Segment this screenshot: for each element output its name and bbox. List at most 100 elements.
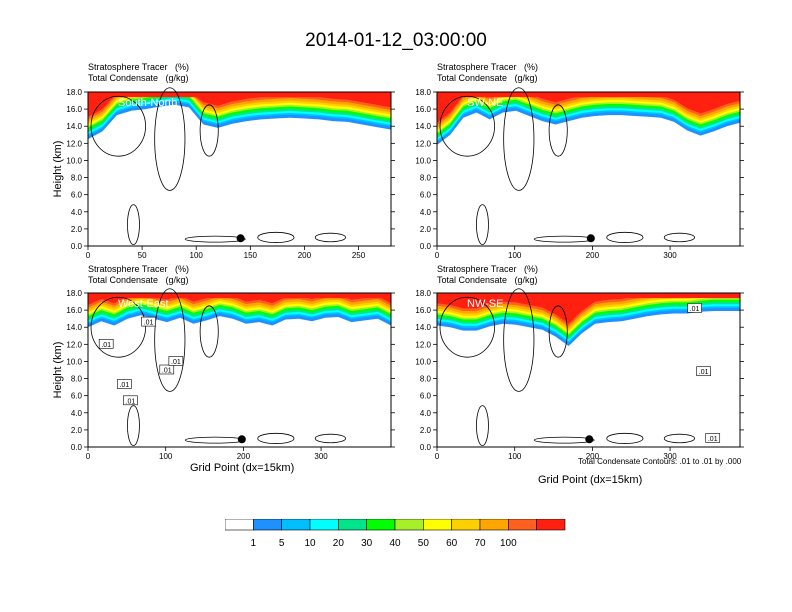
contour-2 (199, 305, 219, 358)
y-tick-label: 14.0 (66, 122, 82, 131)
x-tick-label: 100 (508, 251, 522, 260)
plot-area: .01 .01 .01 (437, 288, 740, 447)
panel1-header: Stratosphere Tracer (%) Total Condensate… (88, 62, 189, 84)
y-tick-label: 12.0 (415, 340, 431, 349)
plot-frame (87, 292, 392, 448)
y-tick-label: 4.0 (420, 409, 432, 418)
x-tick-label: 0 (86, 251, 91, 260)
x-axis: 0 100 200 300 (435, 447, 677, 461)
tracer-top-band (437, 293, 740, 299)
panel-label: SW-NE (467, 97, 503, 109)
panel2-header: Stratosphere Tracer (%) Total Condensate… (437, 62, 538, 84)
condensate-contours (90, 87, 346, 246)
condensate-contours (439, 288, 695, 447)
y-tick-label: 4.0 (71, 409, 83, 418)
contour-2 (548, 305, 568, 358)
contour-label-box (168, 356, 184, 366)
x-tick-label: 0 (435, 251, 440, 260)
y-tick-label: 10.0 (66, 156, 82, 165)
panel1-header-line2: Total Condensate (g/kg) (88, 73, 189, 83)
colorbar-swatch-7 (423, 519, 452, 531)
tracer-band-8 (88, 92, 391, 122)
colorbar-swatch-6 (394, 519, 424, 531)
panel4-header-line2: Total Condensate (g/kg) (437, 275, 538, 285)
contour-label-text: .01 (171, 359, 181, 366)
contour-1 (503, 87, 535, 191)
panel2-header-line1: Stratosphere Tracer (%) (437, 62, 539, 72)
contour-label-text: .01 (126, 398, 136, 405)
y-tick-label: 0.0 (71, 443, 83, 452)
contour-label-box (98, 339, 114, 349)
contour-1 (154, 288, 186, 392)
x-tick-label: 100 (190, 251, 204, 260)
location-marker (586, 234, 595, 243)
contour-2 (199, 104, 219, 157)
panel3-xlabel: Grid Point (dx=15km) (190, 462, 295, 474)
location-marker (585, 435, 594, 444)
condensate-contours (439, 87, 695, 246)
contour-label-2: .01 (705, 433, 721, 443)
contour-low-1 (476, 204, 489, 246)
panel-nw-se: .01 .01 .01 NW-SE 0.0 2.0 4.0 6.0 8.0 10.0 12.0 14.… (415, 288, 744, 461)
x-tick-label: 300 (314, 452, 328, 461)
contour-label-text: .01 (119, 382, 129, 389)
contour-label-1: .01 (696, 366, 711, 376)
tracer-band-10 (437, 293, 740, 324)
x-tick-label: 50 (138, 251, 147, 260)
contour-label-3: .01 (117, 379, 132, 389)
colorbar-label: 60 (446, 538, 458, 549)
y-tick-label: 2.0 (420, 225, 432, 234)
y-tick-label: 6.0 (71, 191, 83, 200)
x-tick-label: 300 (663, 251, 677, 260)
panel2-plot: SW-NE 0.0 2.0 4.0 6.0 8.0 10.0 12.0 14.0 16.0 18.0… (415, 87, 744, 260)
contour-label-text: .01 (101, 342, 111, 349)
y-axis-label: Height (km) (52, 141, 64, 198)
contour-label-0: .01 (98, 339, 114, 349)
contour-label-box (123, 395, 138, 406)
tracer-band-8 (437, 92, 740, 128)
y-tick-label: 18.0 (415, 88, 431, 97)
panel1-plot: South-North 0.0 2.0 4.0 6.0 8.0 10.0 12.0 14.0 16… (52, 87, 395, 260)
y-tick-label: 18.0 (66, 289, 82, 298)
y-tick-label: 14.0 (415, 323, 431, 332)
contour-4 (314, 433, 346, 444)
colorbar-swatch-2 (281, 519, 311, 531)
contour-4 (663, 433, 695, 444)
contour-4 (663, 232, 695, 243)
y-tick-label: 12.0 (415, 139, 431, 148)
x-tick-label: 0 (435, 452, 440, 461)
x-tick-label: 300 (663, 452, 677, 461)
plot-area (437, 87, 740, 246)
y-tick-label: 12.0 (66, 139, 82, 148)
contour-label-text: .01 (162, 368, 172, 375)
tracer-top-band (437, 92, 740, 98)
contour-1 (503, 288, 535, 392)
colorbar-label: 40 (389, 538, 401, 549)
contour-0 (90, 296, 146, 358)
panel4-header-line1: Stratosphere Tracer (%) (437, 264, 539, 274)
x-axis: 0 100 200 300 (86, 447, 328, 461)
y-tick-label: 4.0 (420, 208, 432, 217)
plot-area: .01 .01 .01 .01 .01 .01 (88, 288, 391, 447)
colorbar-label: 30 (361, 538, 373, 549)
figure-title: 2014-01-12_03:00:00 (305, 30, 487, 51)
contour-2 (548, 104, 568, 157)
panel4-xlabel: Grid Point (dx=15km) (538, 474, 643, 486)
panel3-header: Stratosphere Tracer (%) Total Condensate… (88, 264, 189, 286)
y-tick-label: 10.0 (415, 156, 431, 165)
panel4-plot: .01 .01 .01 NW-SE 0.0 2.0 4.0 6.0 8.0 10.0 12.0 14.… (415, 288, 744, 461)
location-marker (237, 435, 246, 444)
y-axis-label: Height (km) (52, 342, 64, 399)
location-marker (236, 234, 245, 243)
y-tick-label: 2.0 (420, 426, 432, 435)
y-tick-label: 6.0 (71, 392, 83, 401)
x-tick-label: 100 (159, 452, 173, 461)
colorbar-label: 5 (279, 538, 285, 549)
y-tick-label: 10.0 (66, 357, 82, 366)
contour-label-5: .01 (123, 395, 138, 406)
y-tick-label: 2.0 (71, 225, 83, 234)
contour-label-text: .01 (144, 320, 154, 327)
contour-low-1 (476, 405, 489, 447)
contour-label-text: .01 (699, 369, 709, 376)
y-tick-label: 18.0 (66, 88, 82, 97)
